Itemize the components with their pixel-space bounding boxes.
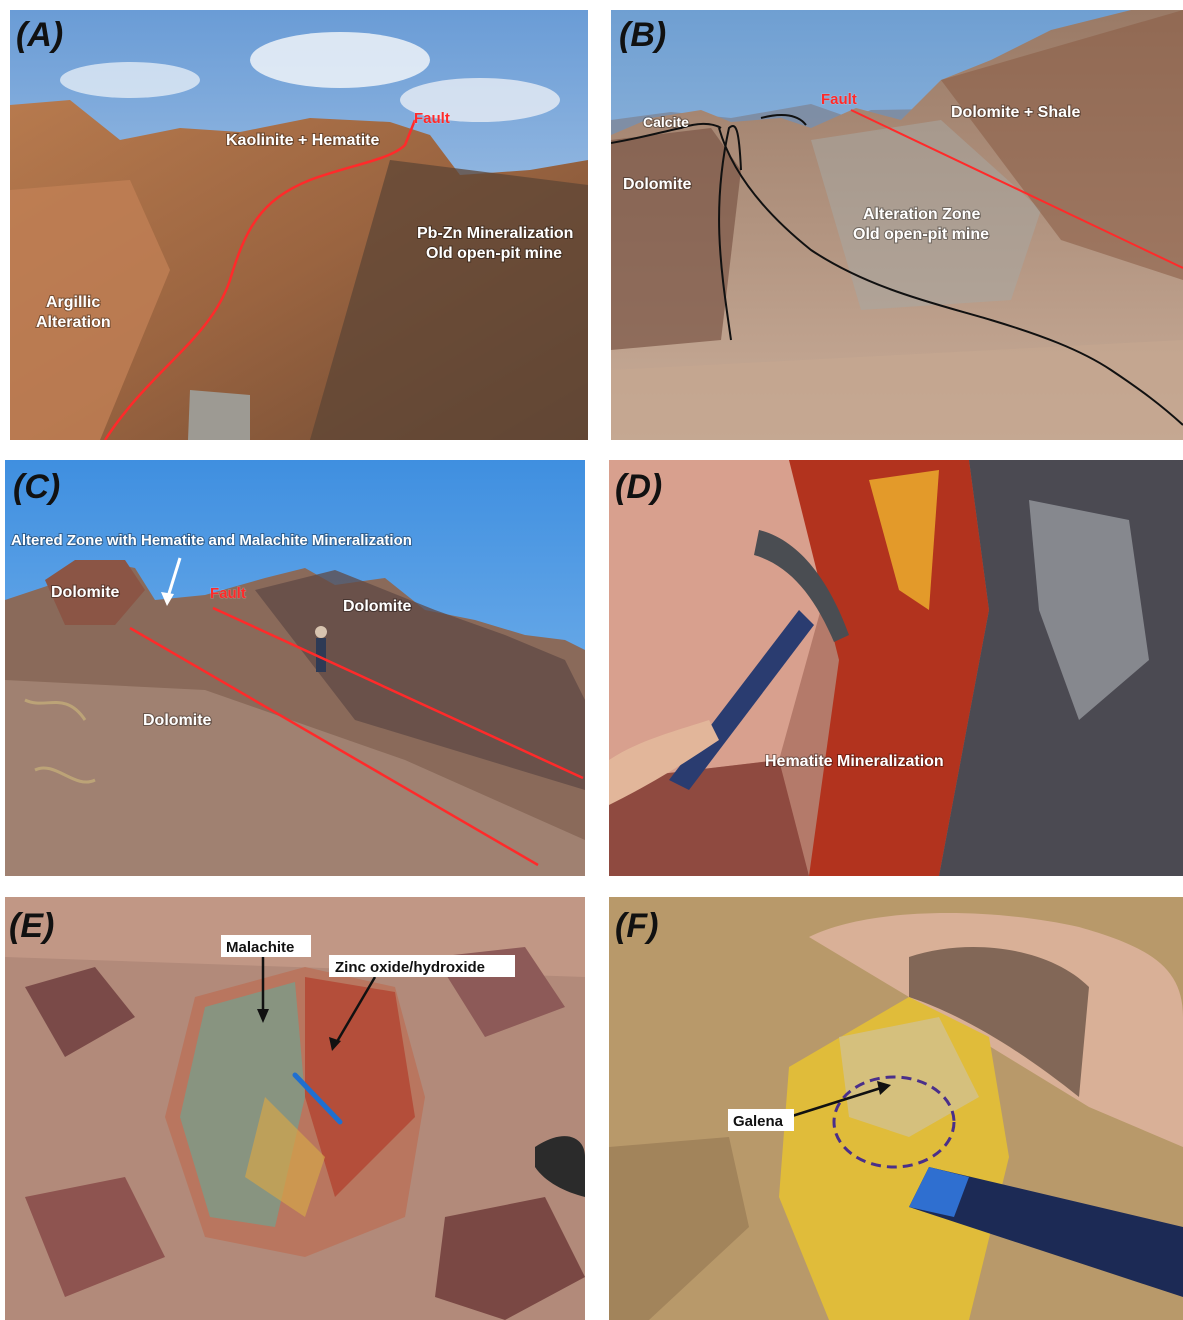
panel-a-kaolinite-label: Kaolinite + Hematite xyxy=(226,132,379,149)
panel-c: (C) Altered Zone with Hematite and Malac… xyxy=(5,460,585,876)
panel-c-label: (C) xyxy=(13,468,60,506)
panel-d-photo: (D) Hematite Mineralization xyxy=(609,460,1183,876)
panel-c-photo: (C) Altered Zone with Hematite and Malac… xyxy=(5,460,585,876)
panel-b-alteration-label-1: Alteration Zone xyxy=(863,206,980,223)
panel-c-dolomite-right-label: Dolomite xyxy=(343,598,412,615)
panel-d: (D) Hematite Mineralization xyxy=(609,460,1183,876)
panel-e-photo: Malachite Zinc oxide/hydroxide (E) xyxy=(5,897,585,1320)
panel-a-fault-label: Fault xyxy=(414,110,450,127)
panel-b-dolomite-label: Dolomite xyxy=(623,176,692,193)
panel-c-dolomite-bottom-label: Dolomite xyxy=(143,712,212,729)
panel-f-label: (F) xyxy=(615,907,658,945)
panel-b: (B) Fault Calcite Dolomite Dolomite + Sh… xyxy=(611,10,1183,440)
panel-c-altered-zone-label: Altered Zone with Hematite and Malachite… xyxy=(11,532,412,549)
panel-b-calcite-label: Calcite xyxy=(643,114,689,130)
panel-d-label: (D) xyxy=(615,468,662,506)
panel-f-galena-label: Galena xyxy=(733,1113,784,1130)
panel-a-pbzn-label-1: Pb-Zn Mineralization xyxy=(417,225,573,242)
panel-e-label: (E) xyxy=(9,907,54,945)
panel-a-photo: (A) Fault Kaolinite + Hematite Pb-Zn Min… xyxy=(10,10,588,440)
panel-b-photo: (B) Fault Calcite Dolomite Dolomite + Sh… xyxy=(611,10,1183,440)
panel-a-argillic-label-2: Alteration xyxy=(36,314,111,331)
panel-a-pbzn-label-2: Old open-pit mine xyxy=(426,245,562,262)
panel-a-label: (A) xyxy=(16,16,63,54)
panel-c-dolomite-left-label: Dolomite xyxy=(51,584,120,601)
panel-b-label: (B) xyxy=(619,16,666,54)
panel-d-hematite-label: Hematite Mineralization xyxy=(765,753,944,770)
panel-c-fault-label: Fault xyxy=(210,585,246,602)
panel-f: Galena (F) xyxy=(609,897,1183,1320)
panel-e-zinc-label: Zinc oxide/hydroxide xyxy=(335,959,485,976)
panel-b-fault-label: Fault xyxy=(821,91,857,108)
panel-e-malachite-label: Malachite xyxy=(226,939,294,956)
panel-e: Malachite Zinc oxide/hydroxide (E) xyxy=(5,897,585,1320)
panel-a-argillic-label-1: Argillic xyxy=(46,294,100,311)
panel-b-dolomite-shale-label: Dolomite + Shale xyxy=(951,104,1080,121)
panel-a: (A) Fault Kaolinite + Hematite Pb-Zn Min… xyxy=(10,10,588,440)
panel-b-alteration-label-2: Old open-pit mine xyxy=(853,226,989,243)
panel-f-photo: Galena (F) xyxy=(609,897,1183,1320)
